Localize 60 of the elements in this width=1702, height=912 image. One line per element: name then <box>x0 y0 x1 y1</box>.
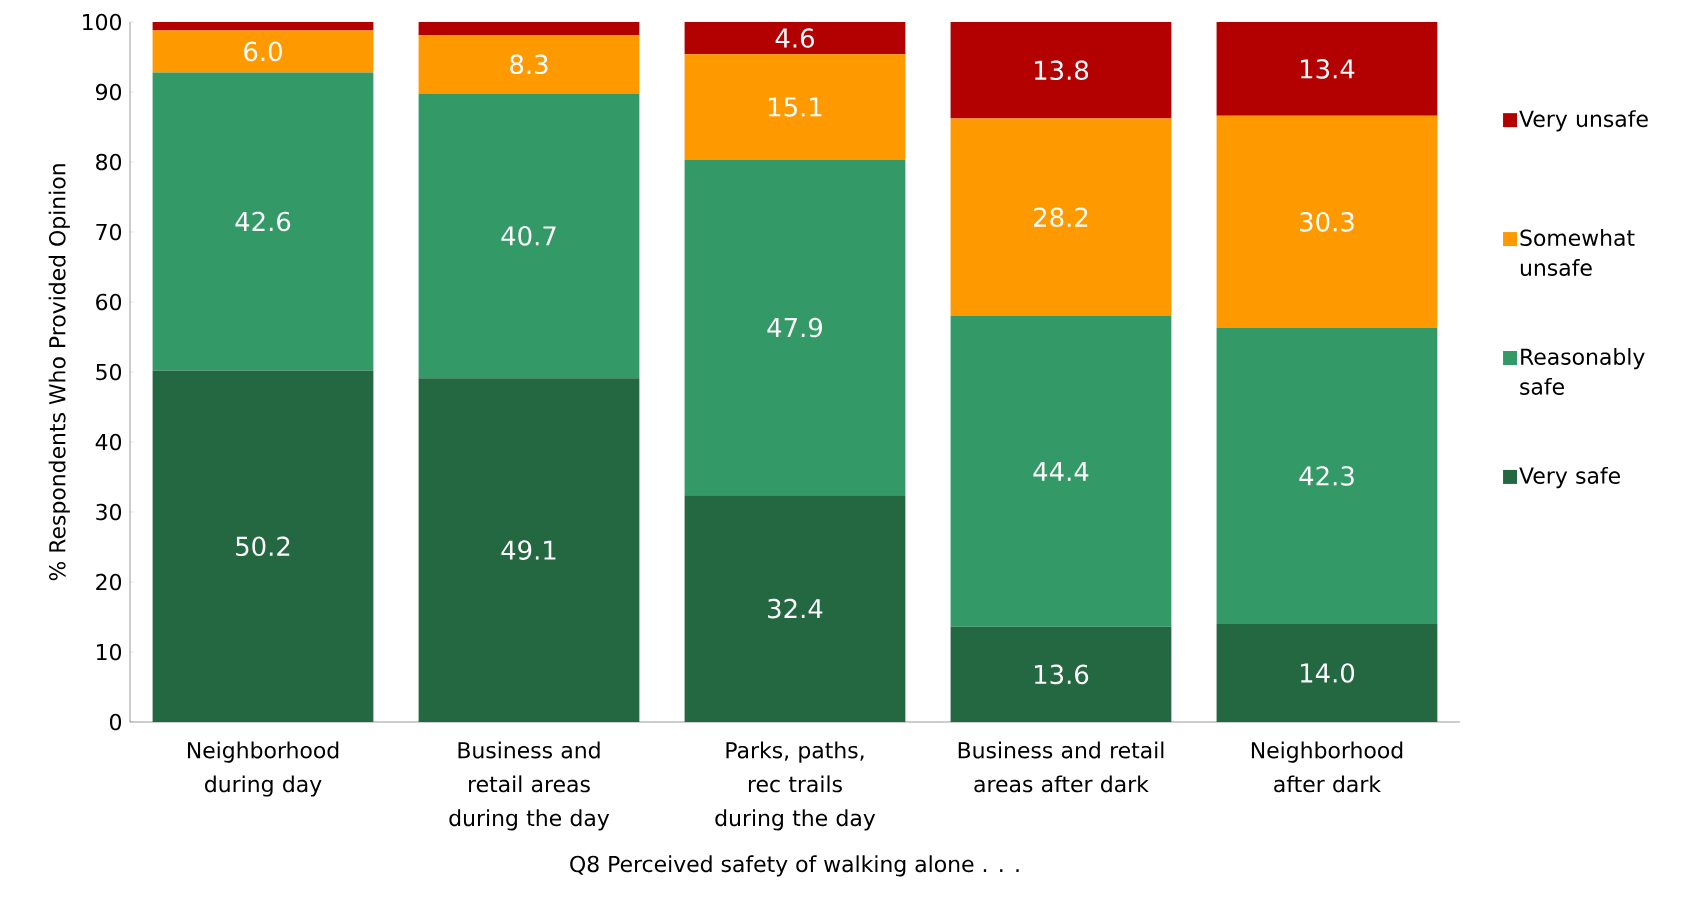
bar <box>950 118 1172 316</box>
bar <box>1216 327 1438 624</box>
bar <box>950 626 1172 722</box>
bar <box>1216 624 1438 722</box>
y-tick-label: 80 <box>96 153 122 171</box>
bar <box>418 21 640 36</box>
bar <box>152 370 374 722</box>
bar <box>1216 21 1438 116</box>
bar <box>152 30 374 73</box>
y-tick-label: 100 <box>83 13 122 31</box>
data-label: 4.6 <box>775 28 814 48</box>
bar <box>418 378 640 722</box>
y-tick-label: 30 <box>96 503 122 521</box>
data-label: 47.9 <box>767 317 822 338</box>
data-label: 42.3 <box>1299 466 1354 486</box>
y-tick-label: 90 <box>95 83 122 101</box>
y-tick-label: 40 <box>95 433 122 451</box>
data-label: 6.0 <box>244 41 282 62</box>
y-tick-label: 0 <box>109 713 122 731</box>
bar <box>684 495 906 722</box>
data-label: 28.2 <box>1034 207 1088 228</box>
x-tick-label: Business and retail areas during the day <box>449 741 610 831</box>
x-tick-label: Neighborhood during day <box>187 741 339 797</box>
y-tick-label: 10 <box>97 643 122 661</box>
bar <box>684 54 906 160</box>
data-label: 50.2 <box>236 536 290 557</box>
data-label: 49.1 <box>501 540 556 560</box>
y-tick-label: 20 <box>96 573 122 591</box>
legend-label: Somewhat unsafe <box>1520 229 1635 276</box>
bar <box>950 21 1172 119</box>
bar <box>684 21 906 55</box>
legend-label: Very safe <box>1519 466 1620 489</box>
bar <box>950 315 1172 627</box>
data-label: 30.3 <box>1300 212 1354 232</box>
bar <box>152 21 374 31</box>
data-label: 32.4 <box>768 598 823 619</box>
data-label: 13.6 <box>1034 664 1089 685</box>
legend-label: Reasonably safe <box>1520 348 1645 395</box>
x-axis-title: Q8 Perceived safety of walking alone . . . <box>570 855 1019 877</box>
data-label: 13.8 <box>1034 60 1089 81</box>
bar <box>684 159 906 496</box>
data-label: 15.1 <box>768 97 822 117</box>
data-label: 14.0 <box>1300 663 1355 683</box>
y-tick-label: 70 <box>96 223 122 241</box>
data-label: 13.4 <box>1300 59 1355 79</box>
y-tick-label: 50 <box>96 363 122 381</box>
bar <box>152 72 374 371</box>
data-label: 8.3 <box>510 54 548 75</box>
x-tick-label: Neighborhood after dark <box>1251 741 1403 793</box>
y-axis-title: % Respondents Who Provided Opinion <box>48 164 70 581</box>
bar <box>1216 115 1438 328</box>
data-label: 42.6 <box>235 211 291 232</box>
x-tick-label: Parks, paths, rec trails during the day <box>715 741 876 831</box>
legend-label: Very unsafe <box>1519 110 1648 132</box>
bar <box>418 35 640 94</box>
bar <box>418 93 640 379</box>
data-label: 40.7 <box>501 226 556 246</box>
data-label: 44.4 <box>1033 461 1089 481</box>
x-tick-label: Business and retail areas after dark <box>958 741 1164 793</box>
y-tick-label: 60 <box>96 293 122 311</box>
